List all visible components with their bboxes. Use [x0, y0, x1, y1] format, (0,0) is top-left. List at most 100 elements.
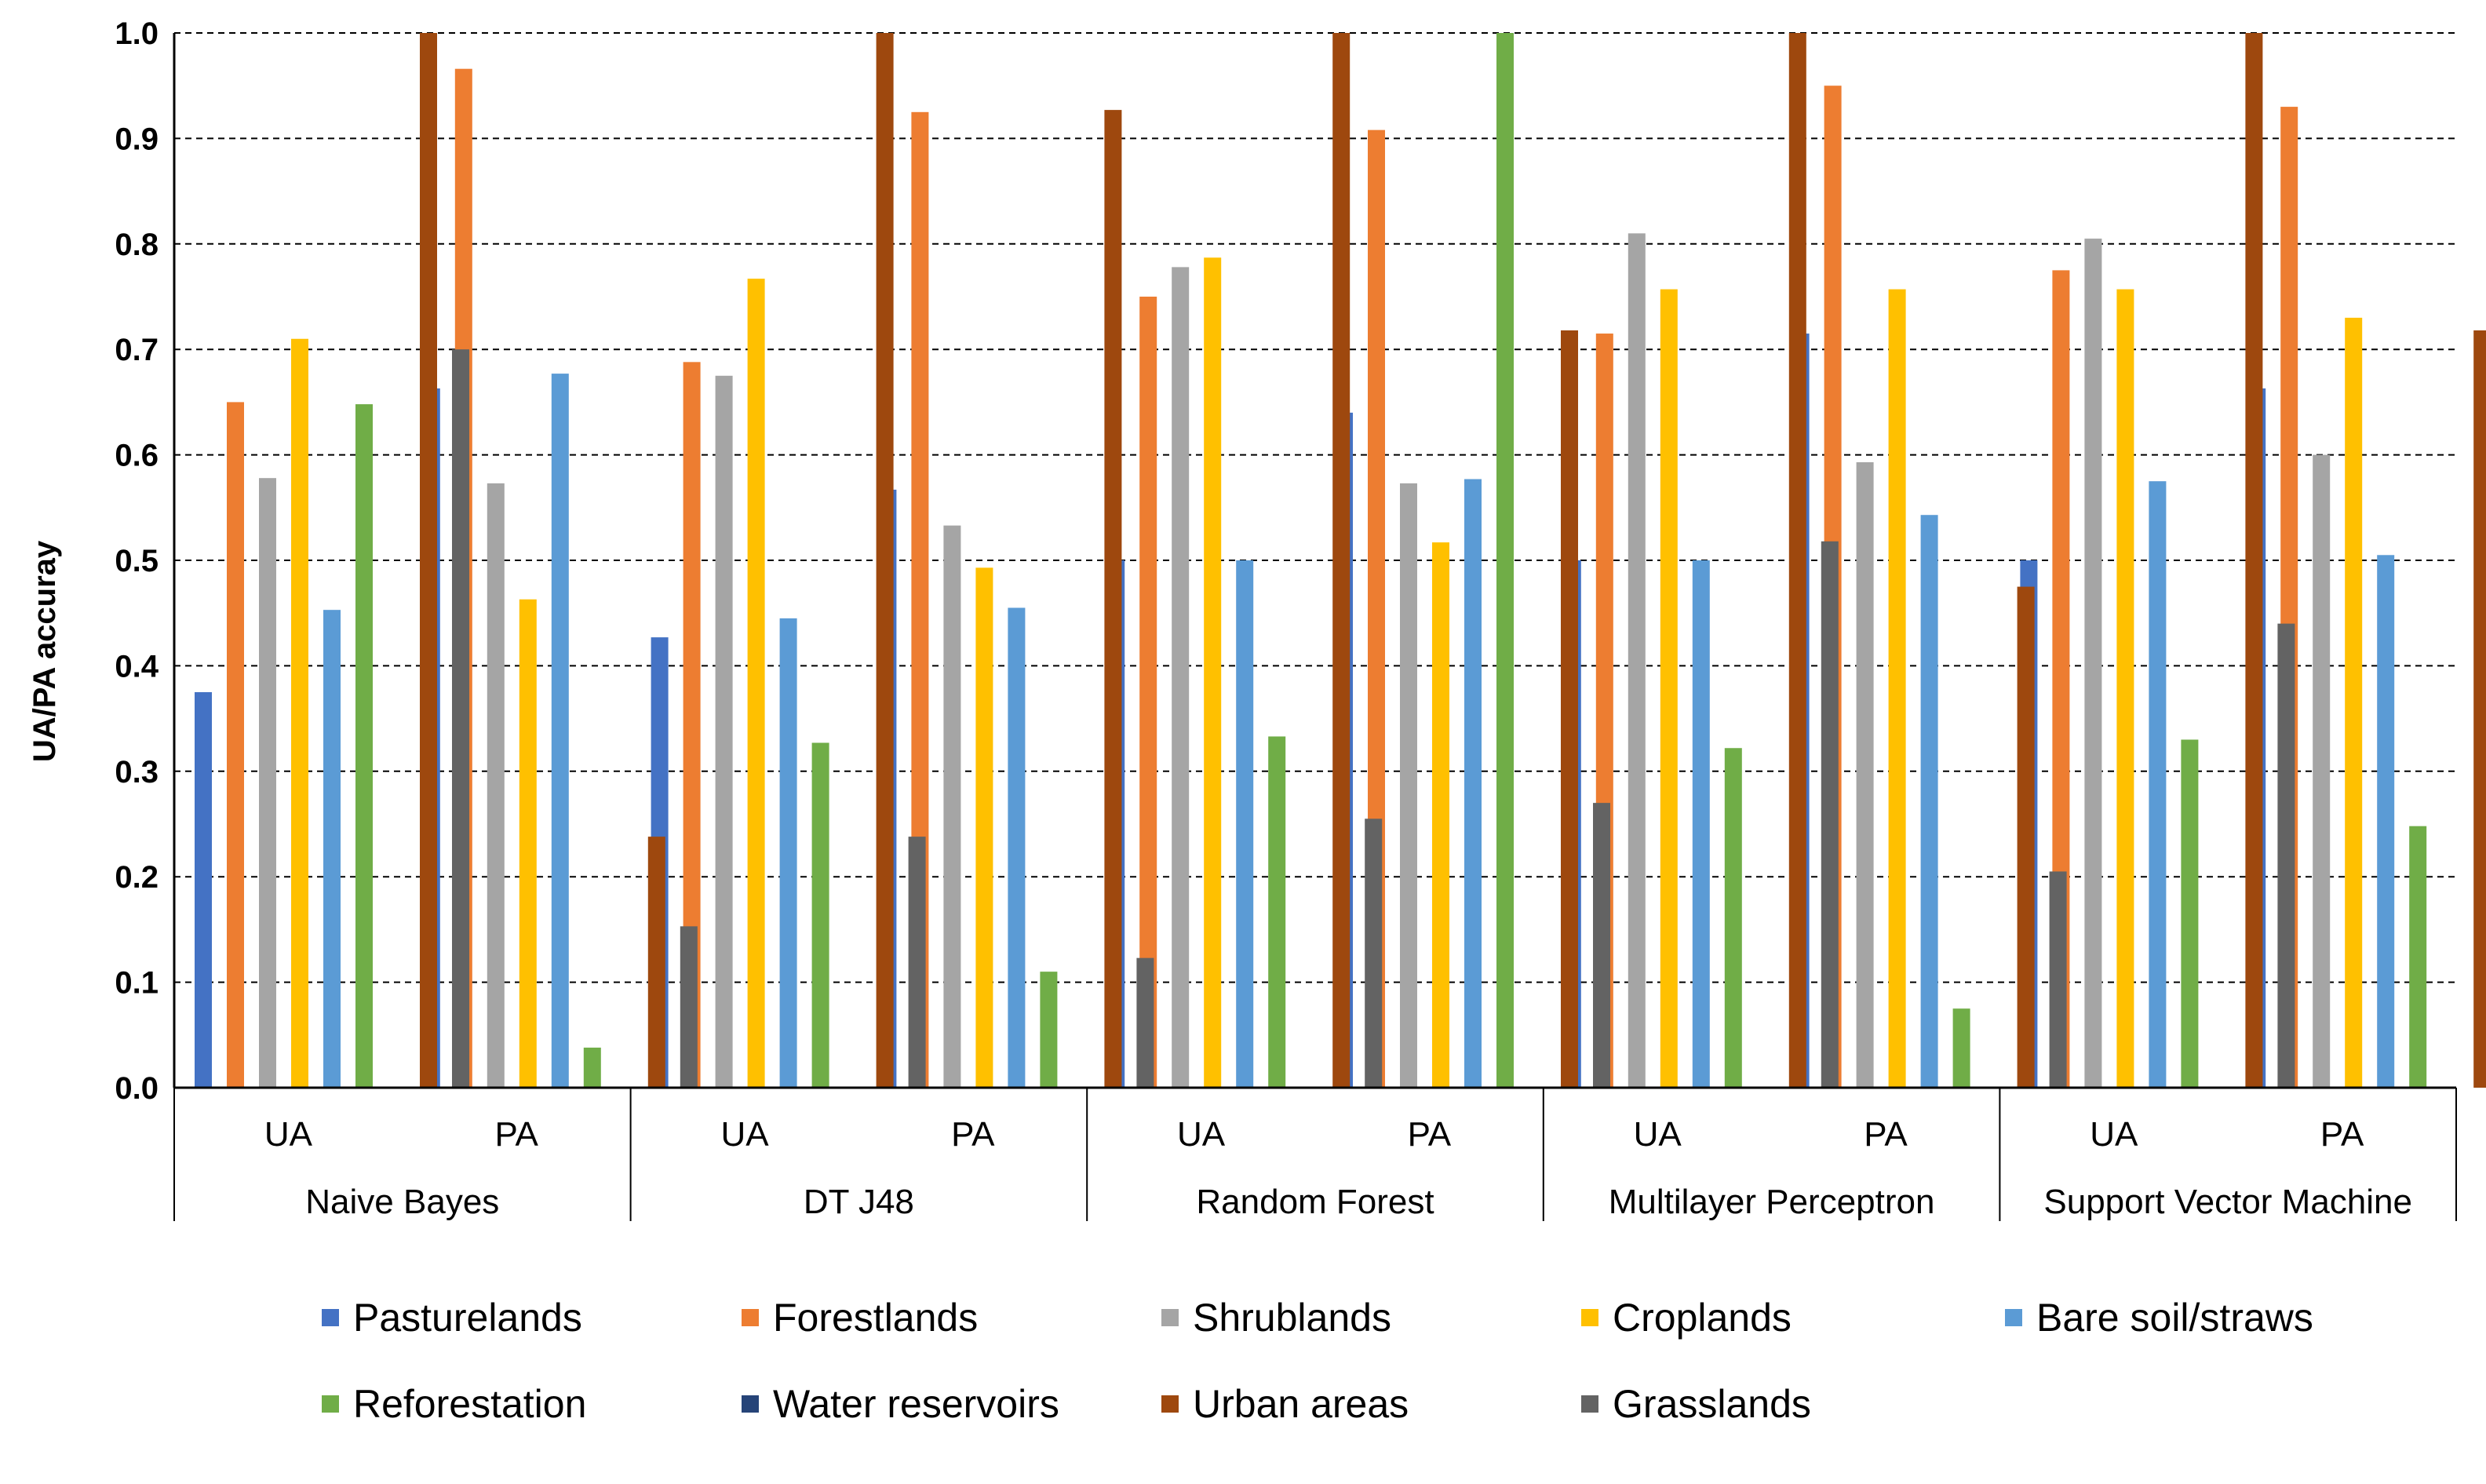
bar-reforestation	[355, 404, 373, 1088]
bar-reforestation	[1268, 736, 1286, 1088]
bar-urban-areas	[2245, 33, 2263, 1088]
gridlines	[174, 32, 2456, 983]
legend-swatch	[322, 1309, 339, 1326]
x-group-label: Naive Bayes	[305, 1183, 499, 1221]
bar-grasslands	[1593, 803, 1610, 1088]
y-axis-title: UA/PA accuray	[27, 540, 62, 762]
bar-urban-areas	[2017, 586, 2035, 1088]
x-sub-label: PA	[494, 1115, 538, 1154]
legend-label: Urban areas	[1193, 1382, 1409, 1426]
y-tick-label: 0.1	[115, 966, 159, 1001]
bar-forestlands	[683, 362, 701, 1088]
bar-grasslands	[1365, 819, 1383, 1088]
bar-urban-areas	[647, 837, 665, 1088]
legend-swatch	[1161, 1309, 1179, 1326]
bars	[195, 33, 2486, 1088]
bar-urban-areas	[2473, 330, 2486, 1088]
bar-shrublands	[2313, 454, 2331, 1088]
legend-label: Pasturelands	[353, 1296, 582, 1340]
bar-shrublands	[943, 525, 961, 1088]
x-sub-label: UA	[1177, 1115, 1226, 1154]
bar-reforestation	[1952, 1008, 1970, 1088]
legend: Pasturelands Forestlands Shrublands Croplan…	[322, 1296, 2313, 1426]
bar-bare-soil-straws	[1464, 479, 1482, 1088]
bar-croplands	[975, 567, 993, 1088]
bar-bare-soil-straws	[1236, 560, 1254, 1088]
legend-swatch	[1161, 1395, 1179, 1413]
bar-bare-soil-straws	[323, 610, 341, 1088]
bar-urban-areas	[876, 33, 894, 1088]
y-tick-label: 0.7	[115, 333, 159, 367]
bar-grasslands	[2277, 623, 2295, 1088]
axes	[173, 33, 2457, 1221]
bar-forestlands	[227, 402, 244, 1088]
x-sub-label: PA	[1864, 1115, 1908, 1154]
legend-swatch	[2005, 1309, 2022, 1326]
bar-forestlands	[1139, 297, 1157, 1088]
bar-bare-soil-straws	[779, 618, 797, 1088]
x-sub-label: PA	[951, 1115, 995, 1154]
bar-reforestation	[1496, 33, 1514, 1088]
legend-label: Water reservoirs	[773, 1382, 1059, 1426]
x-group-label: DT J48	[804, 1183, 914, 1221]
bar-croplands	[2345, 317, 2363, 1088]
bar-pasturelands	[195, 692, 212, 1088]
bar-croplands	[747, 279, 765, 1088]
x-sub-label: UA	[720, 1115, 769, 1154]
bar-shrublands	[1628, 233, 1646, 1088]
bar-grasslands	[680, 926, 698, 1088]
legend-swatch	[1581, 1395, 1598, 1413]
bar-reforestation	[1724, 748, 1742, 1088]
bar-bare-soil-straws	[1008, 607, 1026, 1088]
legend-swatch	[742, 1309, 759, 1326]
bar-shrublands	[259, 478, 276, 1088]
bar-croplands	[1888, 289, 1906, 1088]
bar-croplands	[519, 599, 537, 1088]
legend-swatch	[1581, 1309, 1598, 1326]
legend-label: Grasslands	[1613, 1382, 1811, 1426]
bar-grasslands	[2049, 871, 2067, 1088]
bar-grasslands	[908, 837, 926, 1088]
y-tick-label: 0.5	[115, 544, 159, 578]
y-tick-label: 0.2	[115, 860, 159, 895]
y-tick-label: 0.6	[115, 439, 159, 473]
bar-croplands	[1660, 289, 1678, 1088]
y-tick-label: 1.0	[115, 16, 159, 51]
y-tick-label: 0.4	[115, 649, 159, 684]
x-sub-label: PA	[1408, 1115, 1452, 1154]
bar-croplands	[291, 338, 308, 1088]
bar-bare-soil-straws	[1692, 560, 1710, 1088]
y-tick-label: 0.3	[115, 755, 159, 789]
bar-shrublands	[1856, 462, 1874, 1088]
x-sub-label: UA	[264, 1115, 313, 1154]
bar-reforestation	[2409, 826, 2427, 1088]
bar-croplands	[1432, 542, 1449, 1088]
x-group-label: Random Forest	[1196, 1183, 1434, 1221]
bar-grasslands	[1821, 541, 1839, 1088]
bar-grasslands	[452, 349, 469, 1088]
bar-shrublands	[1400, 483, 1417, 1088]
bar-croplands	[2116, 289, 2134, 1088]
legend-label: Forestlands	[773, 1296, 978, 1340]
legend-label: Reforestation	[353, 1382, 586, 1426]
bar-shrublands	[715, 375, 733, 1088]
bar-bare-soil-straws	[551, 374, 569, 1088]
bar-shrublands	[487, 483, 505, 1088]
bar-reforestation	[583, 1047, 601, 1088]
bar-bare-soil-straws	[2149, 481, 2167, 1088]
legend-swatch	[742, 1395, 759, 1413]
bar-urban-areas	[1561, 330, 1578, 1088]
x-sub-label: UA	[2090, 1115, 2138, 1154]
bar-shrublands	[1172, 267, 1190, 1088]
legend-swatch	[322, 1395, 339, 1413]
bar-reforestation	[811, 742, 829, 1088]
bar-urban-areas	[420, 33, 437, 1088]
bar-croplands	[1204, 257, 1222, 1088]
y-tick-label: 0.8	[115, 228, 159, 262]
bar-shrublands	[2084, 239, 2102, 1088]
legend-label: Croplands	[1613, 1296, 1792, 1340]
bar-grasslands	[1136, 957, 1154, 1088]
bar-bare-soil-straws	[2377, 555, 2395, 1088]
x-sub-label: PA	[2320, 1115, 2364, 1154]
